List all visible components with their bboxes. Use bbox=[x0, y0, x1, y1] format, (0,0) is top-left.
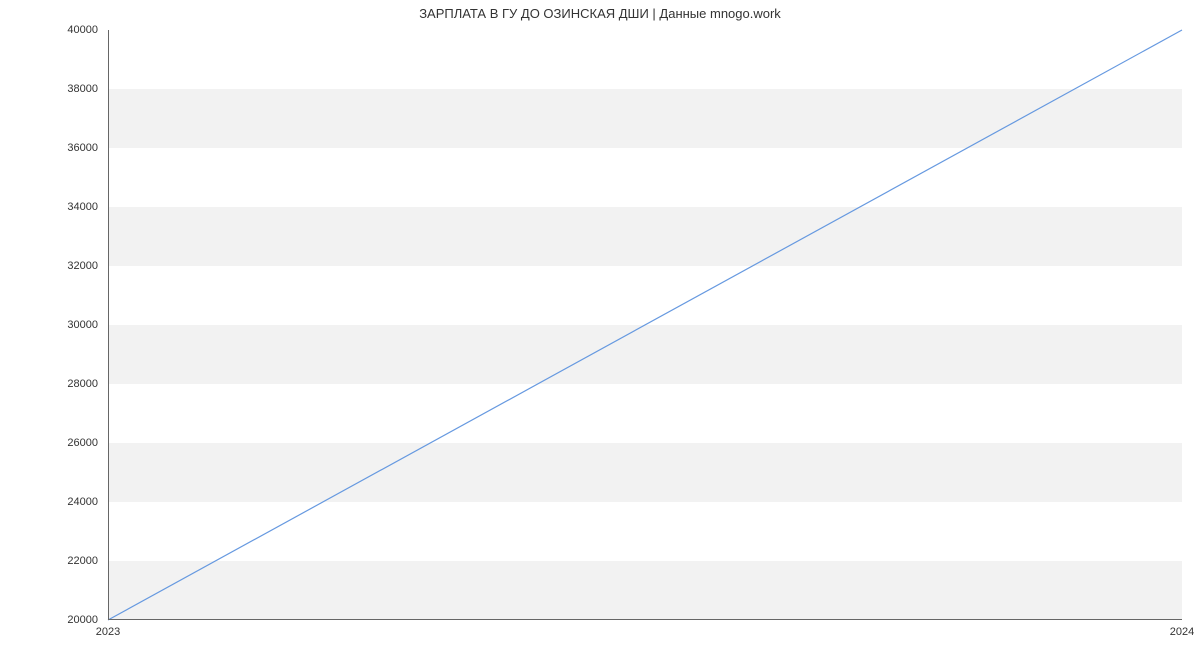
y-tick-label: 38000 bbox=[0, 83, 98, 95]
y-tick-label: 30000 bbox=[0, 319, 98, 331]
salary-line-chart: ЗАРПЛАТА В ГУ ДО ОЗИНСКАЯ ДШИ | Данные m… bbox=[0, 0, 1200, 650]
y-tick-label: 36000 bbox=[0, 142, 98, 154]
series-line-salary bbox=[108, 30, 1182, 620]
x-tick-label: 2024 bbox=[1170, 626, 1194, 638]
y-tick-label: 28000 bbox=[0, 378, 98, 390]
y-tick-label: 20000 bbox=[0, 614, 98, 626]
chart-title: ЗАРПЛАТА В ГУ ДО ОЗИНСКАЯ ДШИ | Данные m… bbox=[0, 6, 1200, 21]
y-tick-label: 26000 bbox=[0, 437, 98, 449]
x-tick-label: 2023 bbox=[96, 626, 120, 638]
chart-svg bbox=[108, 30, 1182, 620]
x-axis-line bbox=[108, 619, 1182, 620]
y-tick-label: 24000 bbox=[0, 496, 98, 508]
y-axis-line bbox=[108, 30, 109, 620]
y-tick-label: 40000 bbox=[0, 24, 98, 36]
y-tick-label: 22000 bbox=[0, 555, 98, 567]
plot-area bbox=[108, 30, 1182, 620]
y-tick-label: 32000 bbox=[0, 260, 98, 272]
y-tick-label: 34000 bbox=[0, 201, 98, 213]
